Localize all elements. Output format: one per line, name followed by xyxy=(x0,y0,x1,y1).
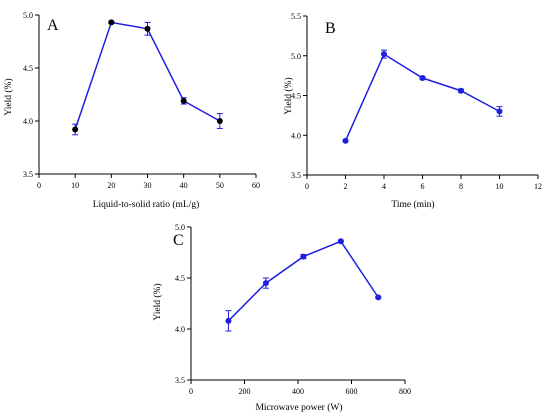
panel-c-letter: C xyxy=(173,232,184,249)
panel-b-data-point xyxy=(342,137,349,144)
panel-b-data-point xyxy=(458,87,464,94)
panel-a-x-tick-label: 60 xyxy=(252,181,260,190)
panel-a-x-tick-label: 50 xyxy=(216,181,224,190)
panel-a-y-tick-label: 5.0 xyxy=(23,11,33,20)
panel-b-x-tick-label: 0 xyxy=(305,182,309,191)
panel-b-y-tick-label: 5.5 xyxy=(291,12,301,21)
panel-a-x-tick-label: 10 xyxy=(71,181,79,190)
panel-a-x-axis-label: Liquid-to-solid ratio (mL/g) xyxy=(93,199,200,210)
panel-b-letter: B xyxy=(325,20,336,37)
panel-b-data-point xyxy=(381,51,387,58)
panel-a-x-tick-label: 40 xyxy=(180,181,188,190)
panel-b-y-tick-label: 4.0 xyxy=(291,131,301,140)
panel-a-data-point xyxy=(144,25,151,32)
panel-a-series-line xyxy=(74,21,221,130)
panel-c-y-tick-label: 3.5 xyxy=(175,376,185,385)
panel-b-data-point xyxy=(419,75,426,82)
panel-c: C Microwave power (W) Yield (%) 0 200 400 6… xyxy=(152,223,411,413)
panel-c-x-tick-label: 600 xyxy=(346,387,358,396)
panel-c-y-tick-label: 4.5 xyxy=(175,274,185,283)
panel-a-y-tick-label: 3.5 xyxy=(23,170,33,179)
panel-a-data-point xyxy=(180,97,187,104)
panel-b-series-line xyxy=(344,53,500,142)
panel-a-data-point xyxy=(72,126,79,133)
panel-a-y-tick-label: 4.0 xyxy=(23,117,33,126)
panel-c-x-tick-label: 0 xyxy=(189,387,193,396)
panel-b: B Time (min) Yield (%) 0 2 4 6 8 10 12 3.5 4.0 4.… xyxy=(283,12,542,210)
panel-a-data-point xyxy=(216,118,223,124)
panel-b-y-axis-label: Yield (%) xyxy=(283,77,294,114)
panel-c-x-axis-label: Microwave power (W) xyxy=(255,402,342,413)
panel-b-x-tick-label: 2 xyxy=(344,182,348,191)
panel-c-data-point xyxy=(375,294,382,301)
panel-c-data-point xyxy=(225,317,232,324)
panel-a-y-tick-label: 4.5 xyxy=(23,64,33,73)
panel-a-letter: A xyxy=(47,17,59,34)
panel-c-data-point xyxy=(262,280,269,287)
panel-c-y-tick-label: 4.0 xyxy=(175,325,185,334)
panel-a-x-tick-label: 30 xyxy=(144,181,152,190)
panel-b-y-tick-label: 5.0 xyxy=(291,52,301,61)
panel-c-data-point xyxy=(337,238,344,245)
panel-c-x-tick-label: 200 xyxy=(239,387,251,396)
panel-b-data-point xyxy=(496,108,503,115)
panel-a-y-axis-label: Yield (%) xyxy=(3,78,14,115)
panel-c-y-axis-label: Yield (%) xyxy=(152,283,163,320)
panel-c-data-point xyxy=(300,253,307,260)
panel-b-y-tick-label: 3.5 xyxy=(291,171,301,180)
panel-b-x-tick-label: 12 xyxy=(534,182,542,191)
panel-a-data-point xyxy=(108,19,115,26)
panel-b-x-tick-label: 10 xyxy=(496,182,504,191)
panel-c-x-tick-label: 400 xyxy=(292,387,304,396)
panel-a: A Liquid-to-solid ratio (mL/g) Yield (%)… xyxy=(3,11,260,210)
panel-b-x-tick-label: 6 xyxy=(421,182,425,191)
panel-b-x-tick-label: 4 xyxy=(382,182,386,191)
panel-a-x-tick-label: 20 xyxy=(107,181,115,190)
panel-c-series-line xyxy=(227,240,379,322)
panel-a-x-tick-label: 0 xyxy=(37,181,41,190)
panel-b-y-tick-label: 4.5 xyxy=(291,92,301,101)
panel-b-x-axis-label: Time (min) xyxy=(391,199,434,210)
panel-b-x-tick-label: 8 xyxy=(459,182,463,191)
panel-c-x-tick-label: 800 xyxy=(399,387,411,396)
panel-c-y-tick-label: 5.0 xyxy=(175,223,185,232)
